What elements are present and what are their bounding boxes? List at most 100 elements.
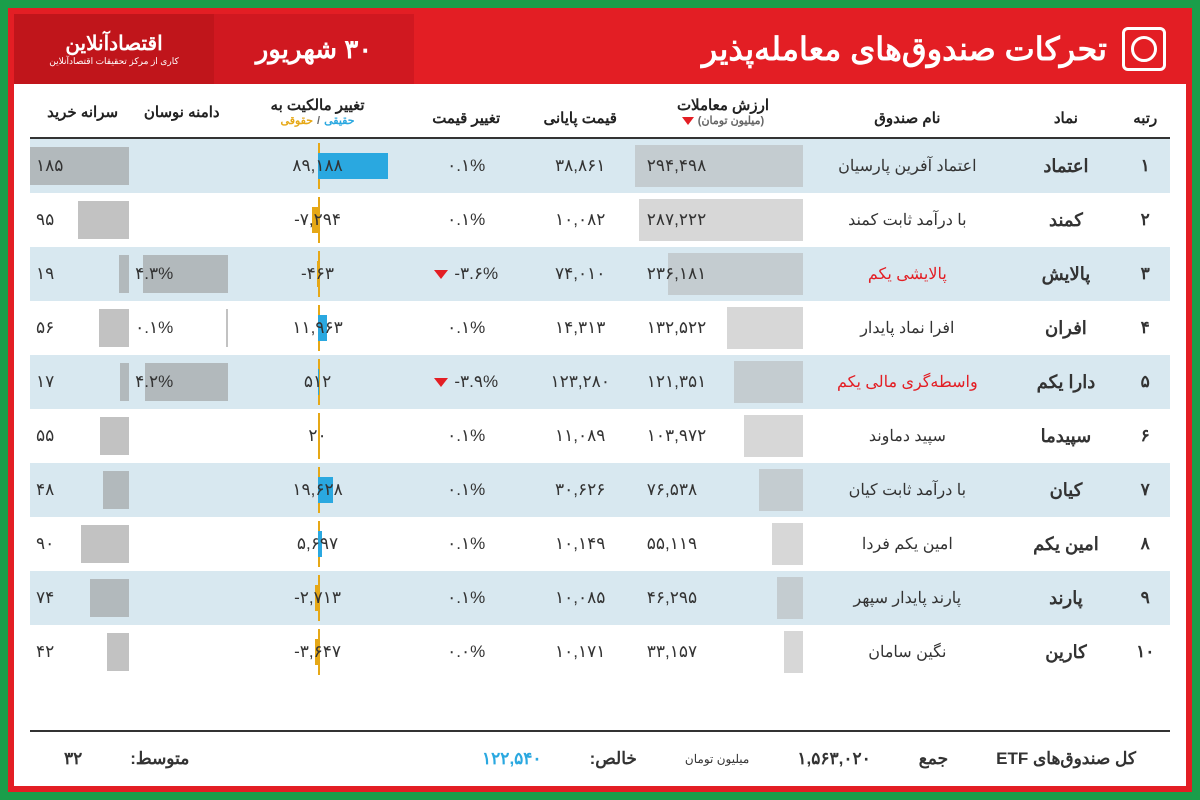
brand-name: اقتصادآنلاین bbox=[65, 31, 162, 56]
cell-avg: ۴۸ bbox=[30, 463, 129, 517]
cell-price: ۱۴,۳۱۳ bbox=[526, 301, 635, 355]
cell-name: سپید دماوند bbox=[803, 409, 1011, 463]
cell-ownership: -۲,۷۱۳ bbox=[228, 571, 406, 625]
cell-rank: ۳ bbox=[1120, 247, 1170, 301]
cell-change: ۰.۱% bbox=[407, 571, 526, 625]
cell-symbol: پالایش bbox=[1011, 247, 1120, 301]
col-symbol: نماد bbox=[1011, 96, 1120, 127]
cell-range bbox=[129, 193, 228, 247]
cell-price: ۱۰,۰۸۲ bbox=[526, 193, 635, 247]
cell-symbol: پارند bbox=[1011, 571, 1120, 625]
cell-rank: ۹ bbox=[1120, 571, 1170, 625]
cell-ownership: ۲۰ bbox=[228, 409, 406, 463]
cell-range bbox=[129, 517, 228, 571]
cell-symbol: سپیدما bbox=[1011, 409, 1120, 463]
table-row: ۸امین یکمامین یکم فردا۵۵,۱۱۹۱۰,۱۴۹۰.۱%۵,… bbox=[30, 517, 1170, 571]
cell-value: ۷۶,۵۳۸ bbox=[635, 463, 804, 517]
cell-avg: ۴۲ bbox=[30, 625, 129, 679]
cell-rank: ۷ bbox=[1120, 463, 1170, 517]
cell-ownership: ۵۱۲ bbox=[228, 355, 406, 409]
cell-range: ۴.۲% bbox=[129, 355, 228, 409]
cell-price: ۳۰,۶۲۶ bbox=[526, 463, 635, 517]
footer-sum: ۱,۵۶۳,۰۲۰ bbox=[773, 749, 894, 769]
cell-ownership: ۱۱,۹۶۳ bbox=[228, 301, 406, 355]
cell-name: با درآمد ثابت کمند bbox=[803, 193, 1011, 247]
cell-change: ۰.۱% bbox=[407, 409, 526, 463]
cell-value: ۲۹۴,۴۹۸ bbox=[635, 139, 804, 193]
cell-symbol: کیان bbox=[1011, 463, 1120, 517]
cell-symbol: دارا یکم bbox=[1011, 355, 1120, 409]
content-panel: تحرکات صندوق‌های معامله‌پذیر ۳۰ شهریور ا… bbox=[14, 14, 1186, 786]
col-avg: سرانه خرید bbox=[30, 96, 129, 127]
cell-rank: ۵ bbox=[1120, 355, 1170, 409]
cell-symbol: افران bbox=[1011, 301, 1120, 355]
cell-rank: ۸ bbox=[1120, 517, 1170, 571]
cell-name: نگین سامان bbox=[803, 625, 1011, 679]
cell-range bbox=[129, 463, 228, 517]
cell-avg: ۱۷ bbox=[30, 355, 129, 409]
cell-ownership: -۴۶۳ bbox=[228, 247, 406, 301]
table-row: ۳پالایشپالایشی یکم۲۳۶,۱۸۱۷۴,۰۱۰-۳.۶%-۴۶۳… bbox=[30, 247, 1170, 301]
table-row: ۶سپیدماسپید دماوند۱۰۳,۹۷۲۱۱,۰۸۹۰.۱%۲۰۵۵ bbox=[30, 409, 1170, 463]
header: تحرکات صندوق‌های معامله‌پذیر ۳۰ شهریور ا… bbox=[14, 14, 1186, 84]
cell-value: ۵۵,۱۱۹ bbox=[635, 517, 804, 571]
cell-price: ۱۰,۰۸۵ bbox=[526, 571, 635, 625]
footer-avg-label: متوسط: bbox=[106, 749, 213, 769]
cell-value: ۲۳۶,۱۸۱ bbox=[635, 247, 804, 301]
col-change: تغییر قیمت bbox=[407, 96, 526, 127]
cell-range: ۴.۳% bbox=[129, 247, 228, 301]
cell-price: ۱۰,۱۴۹ bbox=[526, 517, 635, 571]
cell-change: ۰.۰% bbox=[407, 625, 526, 679]
table-row: ۱اعتماداعتماد آفرین پارسیان۲۹۴,۴۹۸۳۸,۸۶۱… bbox=[30, 139, 1170, 193]
cell-change: ۰.۱% bbox=[407, 139, 526, 193]
footer-all-label: کل صندوق‌های ETF bbox=[972, 749, 1160, 769]
footer-unit: میلیون تومان bbox=[661, 752, 773, 766]
table-row: ۴افرانافرا نماد پایدار۱۳۲,۵۲۲۱۴,۳۱۳۰.۱%۱… bbox=[30, 301, 1170, 355]
cell-avg: ۱۹ bbox=[30, 247, 129, 301]
cell-avg: ۵۶ bbox=[30, 301, 129, 355]
cell-ownership: ۵,۶۹۷ bbox=[228, 517, 406, 571]
outer-frame: تحرکات صندوق‌های معامله‌پذیر ۳۰ شهریور ا… bbox=[8, 8, 1192, 792]
cell-value: ۱۰۳,۹۷۲ bbox=[635, 409, 804, 463]
footer-net-label: خالص: bbox=[566, 749, 661, 769]
table-header: رتبه نماد نام صندوق ارزش معاملات (میلیون… bbox=[30, 96, 1170, 139]
cell-symbol: کارین bbox=[1011, 625, 1120, 679]
cell-range bbox=[129, 409, 228, 463]
cell-value: ۳۳,۱۵۷ bbox=[635, 625, 804, 679]
table-footer: کل صندوق‌های ETF جمع ۱,۵۶۳,۰۲۰ میلیون تو… bbox=[30, 730, 1170, 786]
cell-change: ۰.۱% bbox=[407, 193, 526, 247]
cell-avg: ۹۵ bbox=[30, 193, 129, 247]
cell-avg: ۷۴ bbox=[30, 571, 129, 625]
brand-logo: اقتصادآنلاین کاری از مرکز تحقیقات اقتصاد… bbox=[14, 14, 214, 84]
cell-value: ۱۲۱,۳۵۱ bbox=[635, 355, 804, 409]
table-row: ۱۰کاریننگین سامان۳۳,۱۵۷۱۰,۱۷۱۰.۰%-۳,۶۴۷۴… bbox=[30, 625, 1170, 679]
down-triangle-icon bbox=[434, 270, 448, 279]
cell-ownership: ۱۹,۶۲۸ bbox=[228, 463, 406, 517]
footer-avg: ۳۲ bbox=[40, 749, 106, 769]
cell-change: -۳.۶% bbox=[407, 247, 526, 301]
table-row: ۷کیانبا درآمد ثابت کیان۷۶,۵۳۸۳۰,۶۲۶۰.۱%۱… bbox=[30, 463, 1170, 517]
col-rank: رتبه bbox=[1120, 96, 1170, 127]
cell-price: ۷۴,۰۱۰ bbox=[526, 247, 635, 301]
cell-price: ۱۰,۱۷۱ bbox=[526, 625, 635, 679]
cell-price: ۳۸,۸۶۱ bbox=[526, 139, 635, 193]
cell-change: ۰.۱% bbox=[407, 301, 526, 355]
cell-symbol: امین یکم bbox=[1011, 517, 1120, 571]
cell-avg: ۱۸۵ bbox=[30, 139, 129, 193]
cell-name: امین یکم فردا bbox=[803, 517, 1011, 571]
down-triangle-icon bbox=[434, 378, 448, 387]
cell-range bbox=[129, 139, 228, 193]
col-range: دامنه نوسان bbox=[129, 96, 228, 127]
cell-range: ۰.۱% bbox=[129, 301, 228, 355]
cell-range bbox=[129, 571, 228, 625]
cell-rank: ۱۰ bbox=[1120, 625, 1170, 679]
col-ownership: تغییر مالکیت به حقیقی/حقوقی bbox=[228, 96, 406, 127]
cell-avg: ۵۵ bbox=[30, 409, 129, 463]
footer-net: ۱۲۲,۵۴۰ bbox=[458, 749, 566, 769]
cell-rank: ۱ bbox=[1120, 139, 1170, 193]
cell-avg: ۹۰ bbox=[30, 517, 129, 571]
cell-price: ۱۱,۰۸۹ bbox=[526, 409, 635, 463]
cell-name: با درآمد ثابت کیان bbox=[803, 463, 1011, 517]
cell-change: ۰.۱% bbox=[407, 517, 526, 571]
cell-range bbox=[129, 625, 228, 679]
